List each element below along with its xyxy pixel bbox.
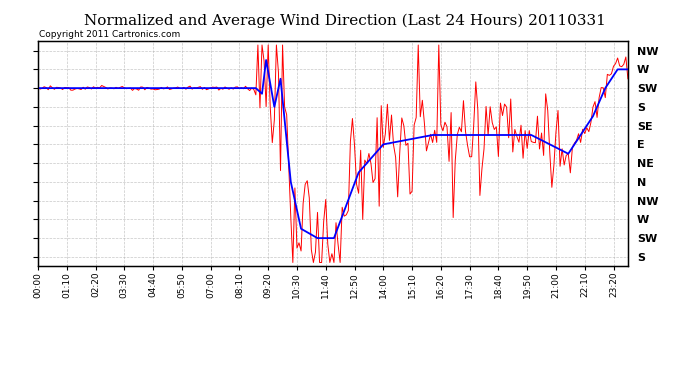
Text: Normalized and Average Wind Direction (Last 24 Hours) 20110331: Normalized and Average Wind Direction (L… [84, 13, 606, 27]
Text: Copyright 2011 Cartronics.com: Copyright 2011 Cartronics.com [39, 30, 180, 39]
